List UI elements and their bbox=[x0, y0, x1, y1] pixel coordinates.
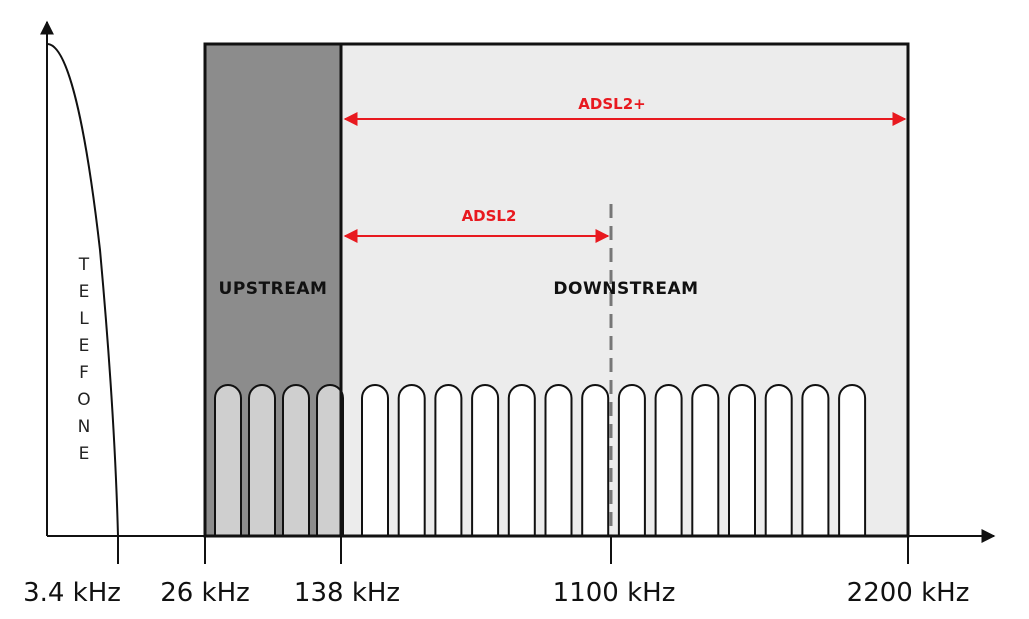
downstream-subcarrier bbox=[728, 384, 756, 536]
downstream-subcarrier bbox=[581, 384, 610, 536]
downstream-subcarriers bbox=[361, 384, 867, 536]
downstream-subcarrier bbox=[361, 384, 389, 536]
upstream-subcarrier bbox=[214, 384, 242, 536]
downstream-subcarrier bbox=[838, 384, 867, 536]
telephone-band-curve bbox=[47, 43, 119, 537]
downstream-subcarrier bbox=[544, 384, 573, 536]
downstream-subcarrier bbox=[801, 384, 830, 536]
x-axis-tick-marks bbox=[117, 536, 909, 564]
upstream-subcarriers bbox=[214, 384, 344, 536]
tick-label-26-khz: 26 kHz bbox=[160, 578, 250, 608]
upstream-subcarrier bbox=[316, 384, 344, 536]
adsl2-range-label: ADSL2 bbox=[462, 207, 517, 225]
downstream-subcarrier bbox=[764, 384, 793, 536]
upstream-subcarrier bbox=[248, 384, 276, 536]
downstream-subcarrier bbox=[617, 384, 646, 536]
tick-label-138-khz: 138 kHz bbox=[294, 578, 400, 608]
downstream-subcarrier bbox=[507, 384, 536, 536]
adsl2plus-range-label: ADSL2+ bbox=[578, 95, 645, 113]
downstream-subcarrier bbox=[654, 384, 683, 536]
tick-label-2200-khz: 2200 kHz bbox=[847, 578, 970, 608]
downstream-subcarrier bbox=[434, 384, 463, 536]
downstream-subcarrier bbox=[691, 384, 720, 536]
downstream-label: DOWNSTREAM bbox=[553, 279, 698, 299]
tick-label-1100-khz: 1100 kHz bbox=[553, 578, 676, 608]
upstream-label: UPSTREAM bbox=[219, 279, 328, 299]
downstream-subcarrier bbox=[471, 384, 500, 536]
tick-label-3-4-khz: 3.4 kHz bbox=[23, 578, 121, 608]
downstream-subcarrier bbox=[397, 384, 426, 536]
upstream-subcarrier bbox=[282, 384, 310, 536]
